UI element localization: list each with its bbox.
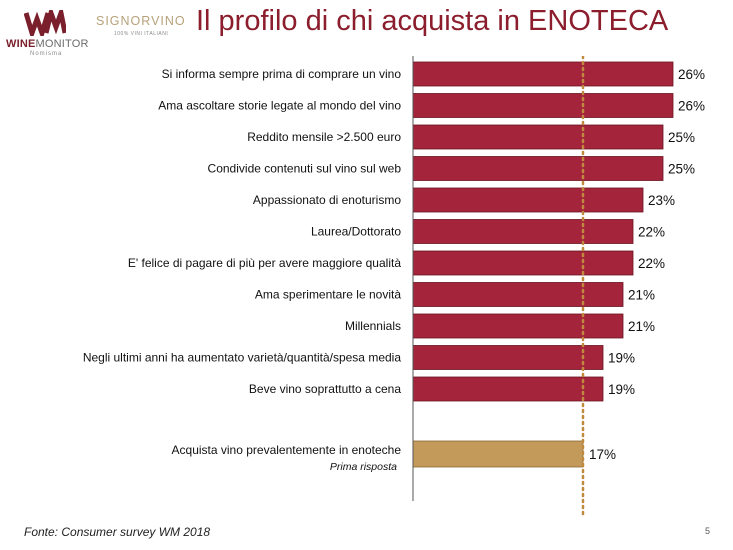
- bar: [412, 313, 624, 339]
- wm-logo-mark-icon: [24, 10, 66, 36]
- bar: [412, 93, 674, 118]
- value-label: 19%: [608, 351, 635, 366]
- highlight-value-label: 17%: [589, 447, 616, 462]
- bar-chart: Si informa sempre prima di comprare un v…: [83, 56, 705, 516]
- highlight-category-label: Acquista vino prevalentemente in enotech…: [172, 443, 402, 457]
- signorvino-logo: SIGNORVINO 100% VINI ITALIANI: [96, 14, 192, 44]
- signorvino-tagline: 100% VINI ITALIANI: [114, 31, 169, 37]
- bar: [412, 156, 664, 181]
- winemonitor-wordmark: WINEMONITOR: [6, 38, 89, 50]
- bar: [412, 124, 664, 150]
- value-label: 26%: [678, 99, 705, 114]
- bar: [412, 61, 674, 87]
- bar: [412, 250, 634, 276]
- value-label: 21%: [628, 319, 655, 334]
- category-label: Si informa sempre prima di comprare un v…: [162, 67, 402, 81]
- value-label: 22%: [638, 225, 665, 240]
- bar: [412, 376, 604, 402]
- category-label: Laurea/Dottorato: [311, 225, 401, 239]
- value-label: 19%: [608, 382, 635, 397]
- category-label: Reddito mensile >2.500 euro: [247, 130, 401, 144]
- source-note: Fonte: Consumer survey WM 2018: [24, 525, 211, 539]
- category-label: Condivide contenuti sul vino sul web: [208, 162, 402, 176]
- winemonitor-logo: WINEMONITOR Nomisma: [6, 10, 88, 58]
- category-label: Ama ascoltare storie legate al mondo del…: [158, 99, 401, 113]
- category-label: Appassionato di enoturismo: [253, 193, 401, 207]
- value-label: 23%: [648, 193, 675, 208]
- value-label: 25%: [668, 162, 695, 177]
- category-label: Millennials: [345, 319, 401, 333]
- bar: [412, 187, 644, 213]
- category-label: Beve vino soprattutto a cena: [249, 382, 401, 396]
- value-label: 21%: [628, 288, 655, 303]
- category-label: Negli ultimi anni ha aumentato varietà/q…: [83, 351, 402, 365]
- bar: [412, 282, 624, 307]
- page-number: 5: [705, 526, 711, 536]
- bar: [412, 219, 634, 244]
- highlight-note: Prima risposta: [330, 461, 397, 473]
- value-label: 26%: [678, 67, 705, 82]
- value-label: 25%: [668, 130, 695, 145]
- highlight-bar: [412, 440, 584, 468]
- signorvino-name: SIGNORVINO: [96, 14, 186, 28]
- category-label: E' felice di pagare di più per avere mag…: [128, 256, 401, 270]
- bar: [412, 345, 604, 370]
- nomisma-label: Nomisma: [30, 51, 63, 57]
- value-label: 22%: [638, 256, 665, 271]
- category-label: Ama sperimentare le novità: [255, 288, 401, 302]
- page-title: Il profilo di chi acquista in ENOTECA: [196, 5, 669, 37]
